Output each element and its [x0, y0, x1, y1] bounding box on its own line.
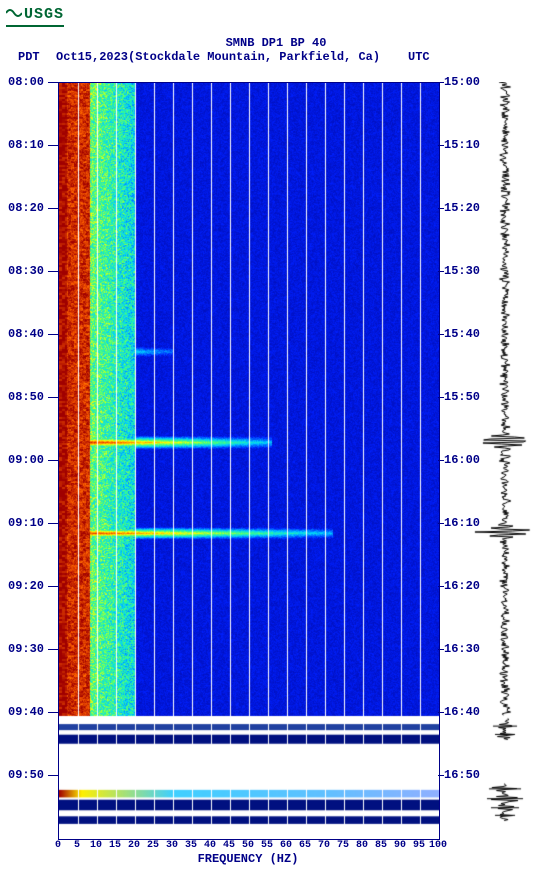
- y-tick-mark: [48, 649, 58, 650]
- y-tick-left: 08:20: [8, 201, 44, 215]
- x-tick: 20: [128, 840, 140, 851]
- y-tick-left: 08:50: [8, 390, 44, 404]
- x-tick: 75: [337, 840, 349, 851]
- y-tick-left: 09:00: [8, 453, 44, 467]
- x-tick: 90: [394, 840, 406, 851]
- x-tick: 0: [55, 840, 61, 851]
- x-tick: 35: [185, 840, 197, 851]
- y-tick-mark: [48, 460, 58, 461]
- y-tick-left: 09:10: [8, 516, 44, 530]
- y-tick-right: 16:40: [444, 705, 480, 719]
- x-axis-label: FREQUENCY (HZ): [58, 852, 438, 866]
- y-tick-mark: [438, 208, 444, 209]
- x-tick: 55: [261, 840, 273, 851]
- x-tick: 100: [429, 840, 447, 851]
- y-tick-right: 15:10: [444, 138, 480, 152]
- y-tick-right: 15:40: [444, 327, 480, 341]
- y-tick-left: 08:00: [8, 75, 44, 89]
- y-tick-right: 16:00: [444, 453, 480, 467]
- x-tick: 25: [147, 840, 159, 851]
- y-tick-right: 15:30: [444, 264, 480, 278]
- seismogram-strip: [470, 82, 540, 838]
- y-tick-mark: [48, 712, 58, 713]
- y-tick-right: 15:20: [444, 201, 480, 215]
- usgs-logo: USGS: [6, 6, 64, 27]
- y-tick-mark: [438, 523, 444, 524]
- x-tick: 65: [299, 840, 311, 851]
- y-tick-mark: [48, 775, 58, 776]
- y-tick-mark: [438, 649, 444, 650]
- y-tick-mark: [438, 145, 444, 146]
- y-tick-mark: [438, 397, 444, 398]
- spectrogram-canvas: [59, 83, 439, 839]
- plot-title: SMNB DP1 BP 40: [226, 36, 327, 50]
- x-tick: 95: [413, 840, 425, 851]
- y-tick-mark: [438, 775, 444, 776]
- x-tick: 60: [280, 840, 292, 851]
- y-tick-right: 16:10: [444, 516, 480, 530]
- y-tick-mark: [48, 208, 58, 209]
- y-tick-right: 15:00: [444, 75, 480, 89]
- y-tick-mark: [48, 82, 58, 83]
- y-tick-mark: [48, 334, 58, 335]
- y-tick-mark: [48, 523, 58, 524]
- y-tick-mark: [48, 397, 58, 398]
- x-tick: 10: [90, 840, 102, 851]
- y-tick-mark: [438, 712, 444, 713]
- x-tick: 45: [223, 840, 235, 851]
- y-tick-mark: [438, 586, 444, 587]
- seismogram-canvas: [470, 82, 540, 838]
- x-tick: 40: [204, 840, 216, 851]
- x-tick: 85: [375, 840, 387, 851]
- y-tick-mark: [438, 460, 444, 461]
- x-tick: 30: [166, 840, 178, 851]
- y-tick-left: 09:30: [8, 642, 44, 656]
- y-tick-right: 16:30: [444, 642, 480, 656]
- y-tick-left: 08:40: [8, 327, 44, 341]
- page-root: USGS SMNB DP1 BP 40 PDT Oct15,2023(Stock…: [0, 0, 552, 892]
- left-timezone-label: PDT: [18, 50, 40, 64]
- y-tick-mark: [48, 271, 58, 272]
- date-location-label: Oct15,2023(Stockdale Mountain, Parkfield…: [56, 50, 380, 64]
- x-tick: 80: [356, 840, 368, 851]
- usgs-logo-text: USGS: [24, 6, 64, 23]
- y-tick-mark: [438, 334, 444, 335]
- y-tick-right: 16:50: [444, 768, 480, 782]
- y-tick-mark: [48, 145, 58, 146]
- y-tick-left: 09:20: [8, 579, 44, 593]
- spectrogram-plot: [58, 82, 440, 840]
- right-timezone-label: UTC: [408, 50, 430, 64]
- y-tick-mark: [438, 82, 444, 83]
- y-tick-left: 09:50: [8, 768, 44, 782]
- y-tick-right: 15:50: [444, 390, 480, 404]
- x-tick: 15: [109, 840, 121, 851]
- x-tick: 5: [74, 840, 80, 851]
- y-tick-mark: [438, 271, 444, 272]
- usgs-wave-icon: [6, 7, 22, 19]
- y-tick-left: 08:10: [8, 138, 44, 152]
- y-tick-left: 09:40: [8, 705, 44, 719]
- x-tick: 50: [242, 840, 254, 851]
- y-tick-left: 08:30: [8, 264, 44, 278]
- y-tick-right: 16:20: [444, 579, 480, 593]
- y-tick-mark: [48, 586, 58, 587]
- x-tick: 70: [318, 840, 330, 851]
